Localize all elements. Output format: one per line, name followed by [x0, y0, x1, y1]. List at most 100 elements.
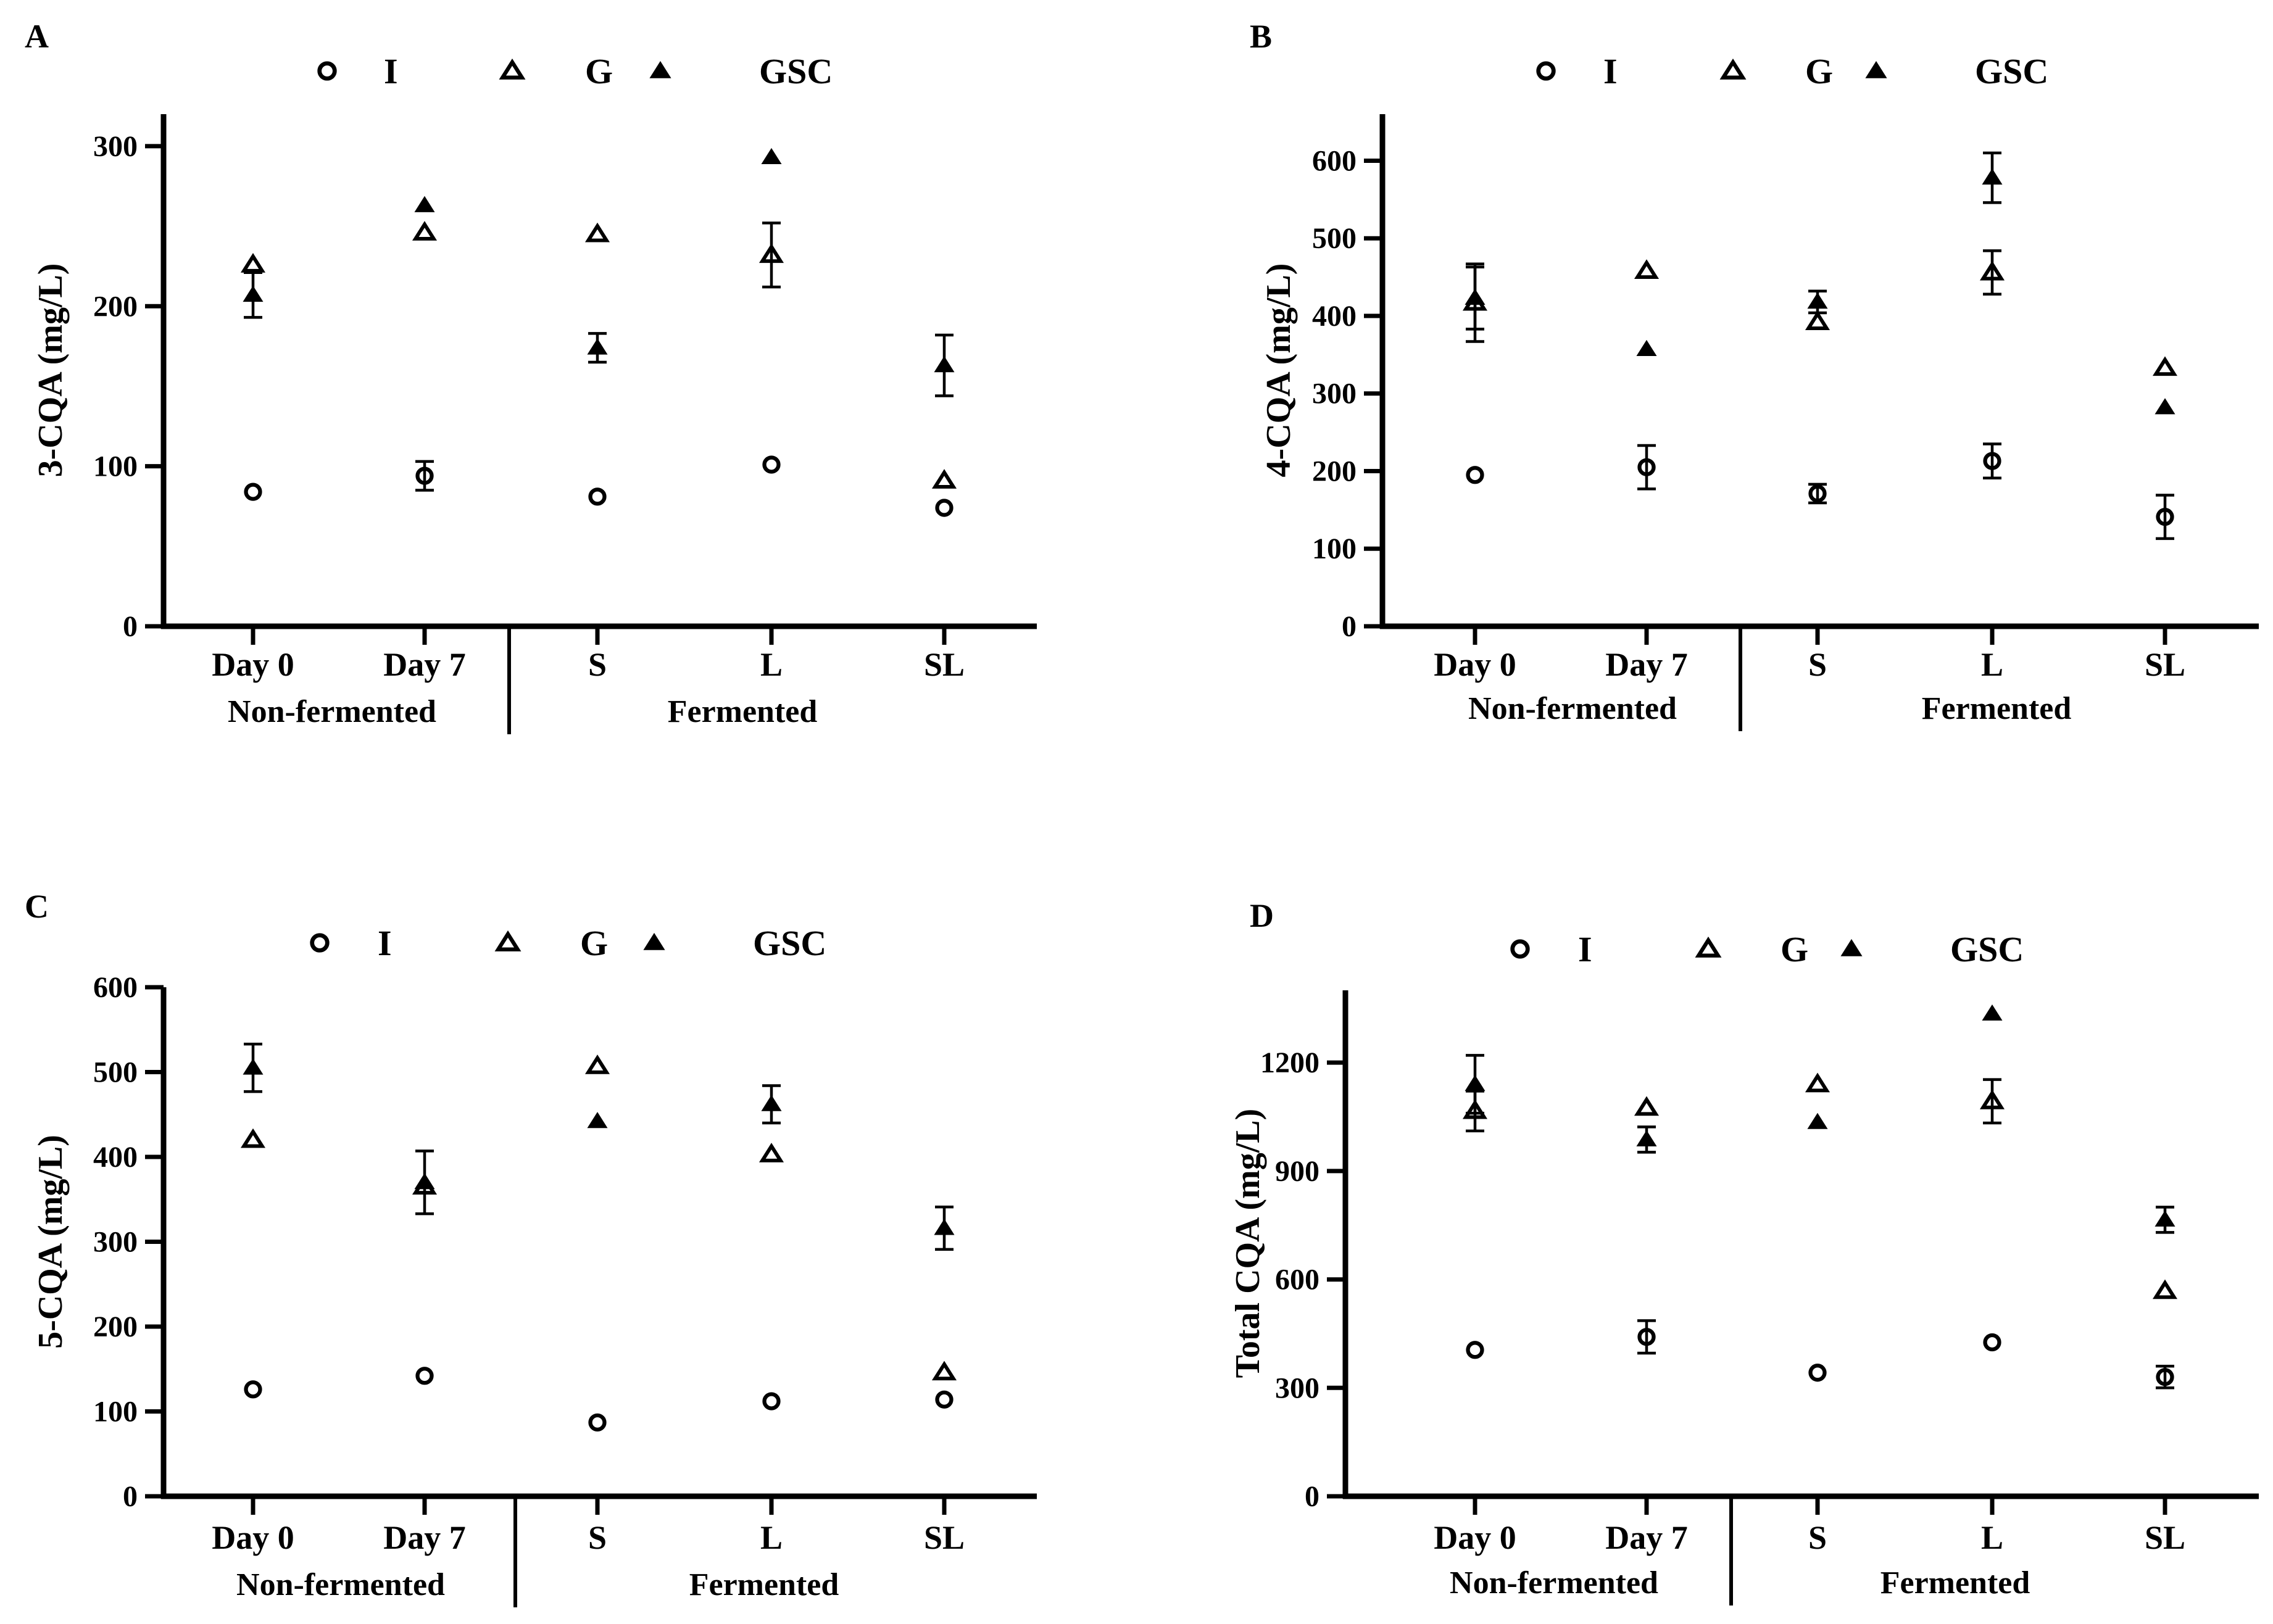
legend: I G GSC — [317, 51, 833, 91]
data-point-gsc — [761, 1095, 782, 1111]
data-point-gsc — [1807, 1112, 1828, 1129]
legend-label-gsc: GSC — [759, 51, 833, 91]
error-bar — [1637, 1319, 1656, 1355]
data-point-g — [931, 1361, 957, 1381]
group-label: Fermented — [689, 1567, 839, 1602]
data-point-gsc — [1465, 288, 1486, 305]
data-point-g — [1462, 1099, 1488, 1119]
data-point-gsc — [1807, 292, 1828, 309]
legend-label-gsc: GSC — [1950, 929, 2024, 969]
series-i — [244, 1367, 954, 1432]
data-point-i — [935, 499, 954, 517]
data-point-i — [244, 1380, 262, 1399]
data-point-i — [1808, 1364, 1827, 1382]
y-tick-label: 1200 — [1260, 1046, 1319, 1079]
legend-marker-gsc — [649, 60, 671, 78]
data-point-gsc — [1636, 1130, 1657, 1146]
legend-marker-i — [1536, 61, 1556, 81]
x-tick-label: L — [760, 646, 783, 683]
y-tick-label: 100 — [93, 450, 138, 483]
group-label: Non-fermented — [1468, 691, 1677, 726]
x-tick-label: L — [1981, 646, 2003, 683]
group-label: Non-fermented — [1450, 1565, 1658, 1601]
legend-label-i: I — [1578, 929, 1592, 969]
legend-label-g: G — [1781, 929, 1808, 969]
legend-label-i: I — [378, 923, 392, 963]
x-tick-label: L — [760, 1519, 783, 1556]
legend-label-g: G — [1805, 51, 1833, 91]
y-axis-title: Total CQA (mg/L) — [1229, 1109, 1267, 1378]
y-tick-label: 300 — [1312, 378, 1357, 410]
series-g — [240, 221, 957, 489]
y-axis-title: 5-CQA (mg/L) — [31, 1135, 70, 1349]
x-tick-label: SL — [924, 1519, 965, 1556]
panel-b: B I G GSC 0 100 200 300 400 500 600 4-CQA (mg/L) Day… — [1250, 18, 2259, 731]
series-gsc — [1465, 1004, 2175, 1234]
x-tick-label: Day 0 — [212, 646, 294, 683]
legend-marker-i — [310, 933, 330, 953]
data-point-gsc — [414, 196, 435, 212]
legend-label-g: G — [580, 923, 608, 963]
x-tick-label: S — [1808, 1519, 1827, 1556]
data-point-gsc — [243, 285, 264, 302]
y-tick-label: 600 — [93, 971, 138, 1004]
data-point-gsc — [2155, 1210, 2175, 1227]
y-tick-label: 600 — [1312, 144, 1357, 177]
data-point-g — [240, 253, 266, 273]
data-point-gsc — [761, 147, 782, 165]
data-point-i — [588, 1413, 607, 1432]
data-point-g — [584, 222, 610, 242]
error-bar — [2156, 494, 2174, 541]
group-label: Non-fermented — [228, 694, 436, 729]
data-point-g — [758, 1143, 784, 1162]
legend-marker-g — [1695, 936, 1722, 958]
y-tick-label: 500 — [1312, 222, 1357, 255]
group-label: Fermented — [1922, 691, 2072, 726]
data-point-g — [1805, 1072, 1830, 1093]
error-bar — [1637, 444, 1656, 491]
panel-d: D I G GSC 0 300 600 900 1200 Total CQA (mg/L) Day … — [1229, 897, 2259, 1605]
y-tick-label: 0 — [123, 610, 138, 643]
x-tick-label: Day 0 — [1434, 646, 1516, 683]
legend: I G GSC — [1510, 929, 2024, 969]
data-point-gsc — [1636, 339, 1657, 357]
data-point-gsc — [2155, 398, 2175, 415]
series-gsc — [243, 147, 955, 397]
x-tick-label: SL — [2145, 646, 2185, 683]
data-point-g — [1805, 310, 1830, 330]
data-point-i — [415, 1367, 434, 1385]
group-label: Fermented — [668, 694, 818, 729]
y-tick-label: 200 — [93, 290, 138, 323]
data-point-g — [1634, 1096, 1660, 1116]
data-point-g — [1634, 259, 1660, 279]
x-tick-label: S — [588, 1519, 607, 1556]
y-tick-label: 200 — [93, 1311, 138, 1343]
x-tick-label: L — [1981, 1519, 2003, 1556]
y-tick-label: 100 — [93, 1396, 138, 1428]
legend-label-i: I — [384, 51, 398, 91]
series-i — [1466, 1319, 2174, 1390]
data-point-i — [244, 483, 262, 501]
legend: I G GSC — [310, 923, 826, 963]
group-label: Fermented — [1880, 1565, 2030, 1601]
x-tick-label: S — [1808, 646, 1827, 683]
panel-label: D — [1250, 897, 1274, 934]
data-point-i — [1983, 452, 2001, 470]
data-point-gsc — [243, 1058, 264, 1075]
legend-marker-gsc — [1840, 938, 1863, 956]
y-tick-label: 600 — [1275, 1264, 1319, 1296]
data-point-g — [240, 1128, 266, 1148]
data-point-i — [935, 1390, 954, 1409]
x-tick-label: Day 7 — [383, 646, 466, 683]
x-tick-label: Day 7 — [383, 1519, 466, 1556]
legend-marker-gsc — [1865, 60, 1887, 78]
legend: I G GSC — [1536, 51, 2048, 91]
data-point-gsc — [1465, 1075, 1486, 1092]
legend-marker-g — [499, 58, 526, 80]
data-point-i — [588, 487, 607, 506]
data-point-gsc — [934, 1219, 955, 1235]
data-point-gsc — [587, 338, 608, 355]
y-tick-label: 900 — [1275, 1155, 1319, 1188]
series-g — [1462, 1072, 2178, 1299]
